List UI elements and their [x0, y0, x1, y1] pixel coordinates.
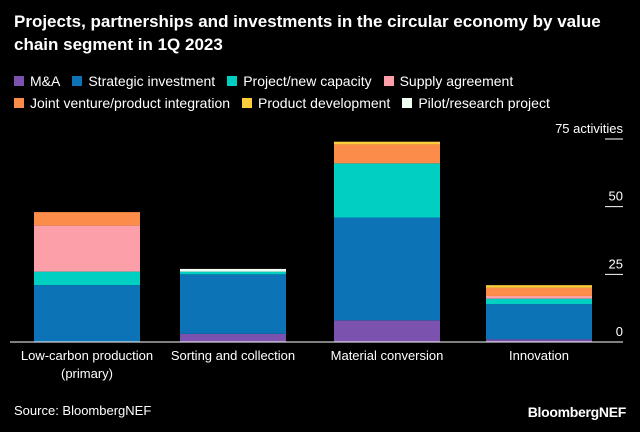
bar-segment-project-new-capacity [486, 298, 592, 305]
legend-label: Supply agreement [399, 73, 514, 89]
bar-segment-product-development [486, 285, 592, 288]
bar-segment-strategic-investment [34, 285, 140, 342]
bar-segment-pilot-research-project [180, 268, 286, 272]
legend-item-strategic-investment: Strategic investment [72, 70, 215, 92]
legend-item-joint-venture-product-integration: Joint venture/product integration [14, 92, 230, 114]
bar-segment-project-new-capacity [34, 271, 140, 286]
bar-segment-m-a [180, 333, 286, 342]
y-tick-label: 0 [616, 324, 623, 339]
bar-segment-joint-venture-product-integration [34, 212, 140, 226]
x-tick-label: (primary) [61, 366, 113, 381]
y-tick-label: 50 [609, 189, 623, 204]
legend-item-project-new-capacity: Project/new capacity [227, 70, 372, 92]
legend-label: Strategic investment [88, 73, 216, 89]
bar-segment-supply-agreement [486, 295, 592, 299]
legend-item-supply-agreement: Supply agreement [383, 70, 514, 92]
legend-swatch [72, 76, 83, 86]
legend-label: Project/new capacity [243, 73, 372, 89]
legend-label: M&A [30, 73, 61, 89]
bar-segment-joint-venture-product-integration [486, 287, 592, 296]
bar-segment-m-a [486, 339, 592, 342]
source-note: Source: BloombergNEF [14, 403, 152, 418]
legend-item-m-a: M&A [14, 70, 60, 92]
x-tick-label: Material conversion [331, 348, 444, 363]
x-tick-label: Sorting and collection [171, 348, 295, 363]
bar-segment-joint-venture-product-integration [334, 144, 440, 164]
chart-title: Projects, partnerships and investments i… [14, 12, 601, 54]
legend-swatch [402, 98, 413, 108]
chart-legend: M&A Strategic investment Project/new capac… [14, 70, 614, 114]
bar-segment-supply-agreement [34, 225, 140, 272]
legend-swatch [242, 98, 253, 108]
legend-label: Product development [258, 95, 391, 111]
y-tick-label: 75 activities [555, 121, 623, 136]
brand-logo: BloombergNEF [527, 404, 627, 420]
x-tick-label: Innovation [509, 348, 569, 363]
x-tick-label: Low-carbon production [21, 348, 153, 363]
legend-swatch [383, 76, 394, 86]
bar-segment-strategic-investment [486, 304, 592, 340]
bar-segment-strategic-investment [334, 217, 440, 321]
bar-segment-product-development [334, 141, 440, 145]
legend-swatch [14, 98, 24, 108]
y-tick-label: 25 [609, 256, 623, 271]
bar-segment-project-new-capacity [180, 271, 286, 275]
bar-segment-strategic-investment [180, 274, 286, 334]
legend-swatch [227, 76, 238, 86]
legend-item-pilot-research-project: Pilot/research project [402, 92, 550, 114]
legend-label: Pilot/research project [418, 95, 550, 111]
bar-segment-m-a [334, 320, 440, 342]
legend-swatch [14, 76, 24, 86]
legend-item-product-development: Product development [242, 92, 390, 114]
legend-label: Joint venture/product integration [30, 95, 231, 111]
bar-segment-project-new-capacity [334, 163, 440, 218]
